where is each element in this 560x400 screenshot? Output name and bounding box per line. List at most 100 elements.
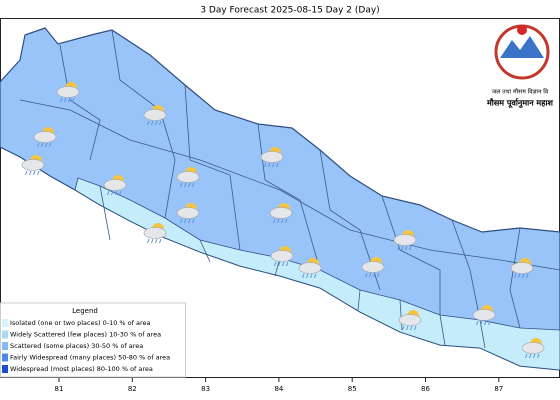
legend-swatch <box>2 342 8 350</box>
icon-rain <box>310 273 313 279</box>
icon-rain <box>155 238 158 244</box>
icon-rain <box>159 120 162 126</box>
legend-box <box>0 302 186 378</box>
icon-cloud <box>103 179 127 191</box>
icon-cloud <box>260 151 284 163</box>
logo-line2: मौसम पूर्वानुमान महाश <box>486 98 554 109</box>
icon-rain <box>537 353 540 359</box>
icon-rain <box>409 245 412 251</box>
weather-icon <box>21 155 45 176</box>
nepal-south-band <box>74 177 560 371</box>
icon-rain <box>278 261 281 267</box>
legend-label: Isolated (one or two places) 0-10 % of a… <box>10 319 151 327</box>
icon-rain <box>25 170 28 176</box>
weather-icon <box>393 230 417 251</box>
weather-icon <box>521 338 545 359</box>
x-tick-label: 85 <box>348 385 357 393</box>
icon-rain <box>314 273 317 279</box>
icon-cloud <box>298 262 322 274</box>
icon-cloud <box>269 207 293 219</box>
icon-rain <box>180 182 183 188</box>
icon-cloud <box>33 131 57 143</box>
icon-cloud <box>510 262 534 274</box>
icon-cloud <box>56 86 80 98</box>
icon-rain <box>111 190 114 196</box>
legend-swatch <box>2 365 8 373</box>
icon-cloud <box>270 250 294 262</box>
logo-line1: जल तथा मौसम विज्ञान वि <box>492 88 549 96</box>
icon-rain <box>64 97 67 103</box>
icon-rain <box>274 261 277 267</box>
icon-rain <box>525 353 528 359</box>
icon-cloud <box>143 109 167 121</box>
icon-rain <box>410 325 413 331</box>
icon-rain <box>60 97 63 103</box>
x-tick-label: 84 <box>274 385 283 393</box>
icon-rain <box>273 218 276 224</box>
icon-rain <box>406 325 409 331</box>
legend-label: Widely Scattered (few places) 10-30 % of… <box>10 331 161 339</box>
icon-cloud <box>143 227 167 239</box>
icon-rain <box>33 170 36 176</box>
weather-icon <box>143 105 167 126</box>
legend-swatch <box>2 353 8 362</box>
icon-rain <box>522 273 525 279</box>
icon-cloud <box>21 159 45 171</box>
icon-rain <box>184 182 187 188</box>
legend-label: Widespread (most places) 80-100 % of are… <box>10 365 153 373</box>
icon-rain <box>49 142 52 148</box>
x-tick-label: 83 <box>201 385 210 393</box>
icon-rain <box>276 162 279 168</box>
icon-cloud <box>361 261 385 273</box>
icon-rain <box>526 273 529 279</box>
icon-cloud <box>472 309 496 321</box>
icon-rain <box>488 320 491 326</box>
icon-cloud <box>393 234 417 246</box>
weather-icon <box>103 175 127 196</box>
weather-icons <box>21 82 545 359</box>
weather-icon <box>298 258 322 279</box>
legend-title: Legend <box>72 307 98 315</box>
icon-rain <box>285 218 288 224</box>
icon-rain <box>369 272 372 278</box>
weather-icon <box>143 223 167 244</box>
icon-rain <box>119 190 122 196</box>
icon-rain <box>414 325 417 331</box>
icon-rain <box>151 238 154 244</box>
icon-cloud <box>521 342 545 354</box>
icon-rain <box>147 238 150 244</box>
weather-icon <box>270 246 294 267</box>
icon-rain <box>68 97 71 103</box>
icon-rain <box>302 273 305 279</box>
icon-rain <box>155 120 158 126</box>
weather-icon <box>361 257 385 278</box>
icon-rain <box>373 272 376 278</box>
legend-label: Scattered (some places) 30-50 % of area <box>10 342 143 350</box>
icon-rain <box>184 218 187 224</box>
icon-rain <box>514 273 517 279</box>
icon-rain <box>151 120 154 126</box>
icon-rain <box>45 142 48 148</box>
icon-rain <box>476 320 479 326</box>
icon-rain <box>405 245 408 251</box>
icon-rain <box>480 320 483 326</box>
icon-rain <box>37 142 40 148</box>
icon-rain <box>377 272 380 278</box>
icon-rain <box>306 273 309 279</box>
icon-rain <box>268 162 271 168</box>
icon-rain <box>159 238 162 244</box>
weather-icon <box>260 147 284 168</box>
icon-rain <box>402 325 405 331</box>
x-tick-label: 86 <box>421 385 430 393</box>
weather-icon <box>56 82 80 103</box>
x-tick-label: 82 <box>128 385 137 393</box>
icon-rain <box>107 190 110 196</box>
legend-swatch <box>2 319 8 327</box>
icon-cloud <box>398 314 422 326</box>
icon-rain <box>286 261 289 267</box>
icon-rain <box>37 170 40 176</box>
icon-rain <box>72 97 75 103</box>
icon-rain <box>192 182 195 188</box>
weather-icon <box>176 167 200 188</box>
